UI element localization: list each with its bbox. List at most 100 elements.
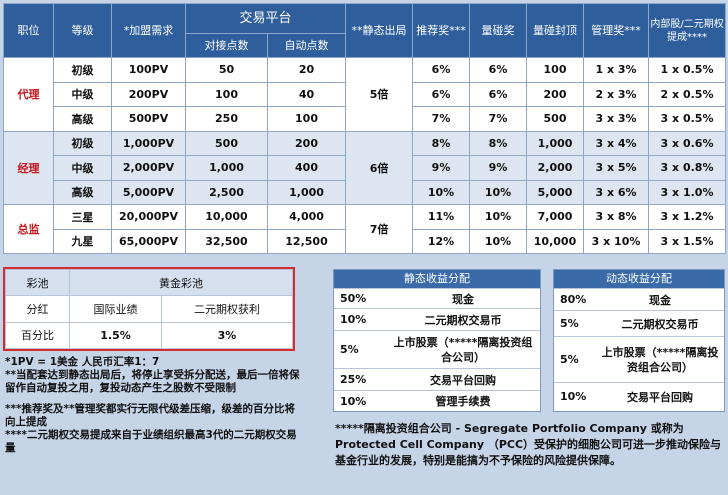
auto-cell: 40	[266, 81, 347, 107]
management-cell: 3 x 10%	[583, 228, 650, 254]
role-agent: 代理	[3, 57, 54, 132]
gold-pool-box: 彩池 黄金彩池 分红 国际业绩 二元期权获利 百分比 1.5% 3%	[3, 267, 295, 351]
list-item: 25% 交易平台回购	[334, 368, 540, 391]
role-director: 总监	[3, 204, 54, 254]
dist-pct: 25%	[334, 368, 386, 391]
dock-cell: 1,000	[185, 155, 268, 181]
auto-cell: 4,000	[266, 204, 347, 230]
auto-cell: 200	[266, 130, 347, 156]
static-multiple: 7倍	[345, 204, 414, 254]
note-referral: ***推荐奖及**管理奖都实行无限代级差压缩，级差的百分比将向上提成	[5, 403, 295, 428]
franchise-cell: 100PV	[111, 57, 186, 83]
dist-label: 上市股票（*****隔离投资组合公司）	[386, 330, 540, 369]
franchise-cell: 65,000PV	[111, 228, 186, 254]
referral-cell: 8%	[412, 130, 471, 156]
header-volume-cap: 量碰封顶	[526, 3, 585, 58]
pool-binary-label: 二元期权获利	[161, 295, 293, 323]
dock-cell: 10,000	[185, 204, 268, 230]
table-row: 中级 200PV 100 40 6% 6% 200 2 x 3% 2 x 0.5…	[4, 81, 727, 107]
level-cell: 中级	[53, 81, 112, 107]
role-manager: 经理	[3, 130, 54, 205]
dist-pct: 10%	[554, 382, 596, 411]
pool-label: 彩池	[5, 268, 70, 297]
dock-cell: 50	[185, 57, 268, 83]
referral-cell: 12%	[412, 228, 471, 254]
header-referral: 推荐奖***	[412, 3, 471, 58]
volume-cell: 8%	[469, 130, 528, 156]
cap-cell: 100	[526, 57, 585, 83]
pool-intl-pct: 1.5%	[69, 321, 162, 350]
level-cell: 高级	[53, 179, 112, 205]
dock-cell: 250	[185, 106, 268, 132]
compensation-table: 职位 等级 *加盟需求 交易平台 **静态出局 推荐奖*** 量碰奖 量碰封顶 …	[3, 3, 727, 254]
table-row: 高级 500PV 250 100 7% 7% 500 3 x 3% 3 x 0.…	[4, 106, 727, 132]
volume-cell: 10%	[469, 204, 528, 230]
level-cell: 三星	[53, 204, 112, 230]
internal-cell: 3 x 0.5%	[648, 106, 727, 132]
dist-label: 现金	[386, 288, 540, 309]
table-row: 高级 5,000PV 2,500 1,000 10% 10% 5,000 3 x…	[4, 179, 727, 205]
cap-cell: 10,000	[526, 228, 585, 254]
dynamic-dist-title: 动态收益分配	[554, 270, 724, 288]
management-cell: 3 x 5%	[583, 155, 650, 181]
dist-label: 交易平台回购	[596, 382, 724, 411]
internal-cell: 1 x 0.5%	[648, 57, 727, 83]
internal-cell: 3 x 0.8%	[648, 155, 727, 181]
pool-pct-label: 百分比	[5, 321, 70, 350]
internal-cell: 3 x 1.0%	[648, 179, 727, 205]
dist-label: 二元期权交易币	[596, 310, 724, 337]
level-cell: 初级	[53, 57, 112, 83]
header-level: 等级	[53, 3, 112, 58]
volume-cell: 6%	[469, 81, 528, 107]
note-binary: ****二元期权交易提成来自于业绩组织最高3代的二元期权交易量	[5, 429, 297, 454]
dist-pct: 80%	[554, 288, 596, 311]
footnotes: *1PV = 1美金 人民币汇率1：7 **当配套达到静态出局后，将停止享受拆分…	[5, 356, 305, 455]
list-item: 5% 二元期权交易币	[554, 310, 724, 337]
static-multiple: 6倍	[345, 130, 414, 205]
pool-intl-label: 国际业绩	[69, 295, 162, 323]
management-cell: 3 x 6%	[583, 179, 650, 205]
dock-cell: 500	[185, 130, 268, 156]
static-multiple: 5倍	[345, 57, 414, 132]
level-cell: 九星	[53, 228, 112, 254]
table-row: 九星 65,000PV 32,500 12,500 12% 10% 10,000…	[4, 228, 727, 254]
table-row: 总监 三星 20,000PV 10,000 4,000 7倍 11% 10% 7…	[3, 204, 727, 254]
dock-cell: 2,500	[185, 179, 268, 205]
dist-pct: 5%	[334, 330, 386, 369]
list-item: 80% 现金	[554, 288, 724, 311]
dist-label: 二元期权交易币	[386, 308, 540, 331]
auto-cell: 100	[266, 106, 347, 132]
header-internal: 内部股/二元期权提成****	[648, 3, 727, 58]
dist-label: 上市股票（*****隔离投资组合公司）	[596, 336, 724, 383]
referral-cell: 6%	[412, 81, 471, 107]
auto-cell: 1,000	[266, 179, 347, 205]
franchise-cell: 200PV	[111, 81, 186, 107]
dist-label: 现金	[596, 288, 724, 311]
header-dock-points: 对接点数	[185, 33, 268, 58]
static-dist-title: 静态收益分配	[334, 270, 540, 288]
cap-cell: 5,000	[526, 179, 585, 205]
auto-cell: 12,500	[266, 228, 347, 254]
dist-pct: 5%	[554, 310, 596, 337]
internal-cell: 2 x 0.5%	[648, 81, 727, 107]
franchise-cell: 1,000PV	[111, 130, 186, 156]
management-cell: 1 x 3%	[583, 57, 650, 83]
management-cell: 3 x 8%	[583, 204, 650, 230]
pool-share-label: 分红	[5, 295, 70, 323]
header-static-exit: **静态出局	[345, 3, 414, 58]
cap-cell: 7,000	[526, 204, 585, 230]
volume-cell: 7%	[469, 106, 528, 132]
list-item: 10% 管理手续费	[334, 390, 540, 412]
auto-cell: 20	[266, 57, 347, 83]
list-item: 10% 二元期权交易币	[334, 308, 540, 331]
referral-cell: 6%	[412, 57, 471, 83]
table-row: 代理 初级 100PV 50 20 5倍 6% 6% 100 1 x 3% 1 …	[3, 57, 727, 132]
cap-cell: 2,000	[526, 155, 585, 181]
header-position: 职位	[3, 3, 54, 58]
static-distribution-box: 静态收益分配 50% 现金 10% 二元期权交易币 5% 上市股票（*****隔…	[333, 269, 541, 412]
level-cell: 初级	[53, 130, 112, 156]
table-row: 中级 2,000PV 1,000 400 9% 9% 2,000 3 x 5% …	[4, 155, 727, 181]
volume-cell: 10%	[469, 228, 528, 254]
dist-pct: 50%	[334, 288, 386, 309]
internal-cell: 3 x 0.6%	[648, 130, 727, 156]
